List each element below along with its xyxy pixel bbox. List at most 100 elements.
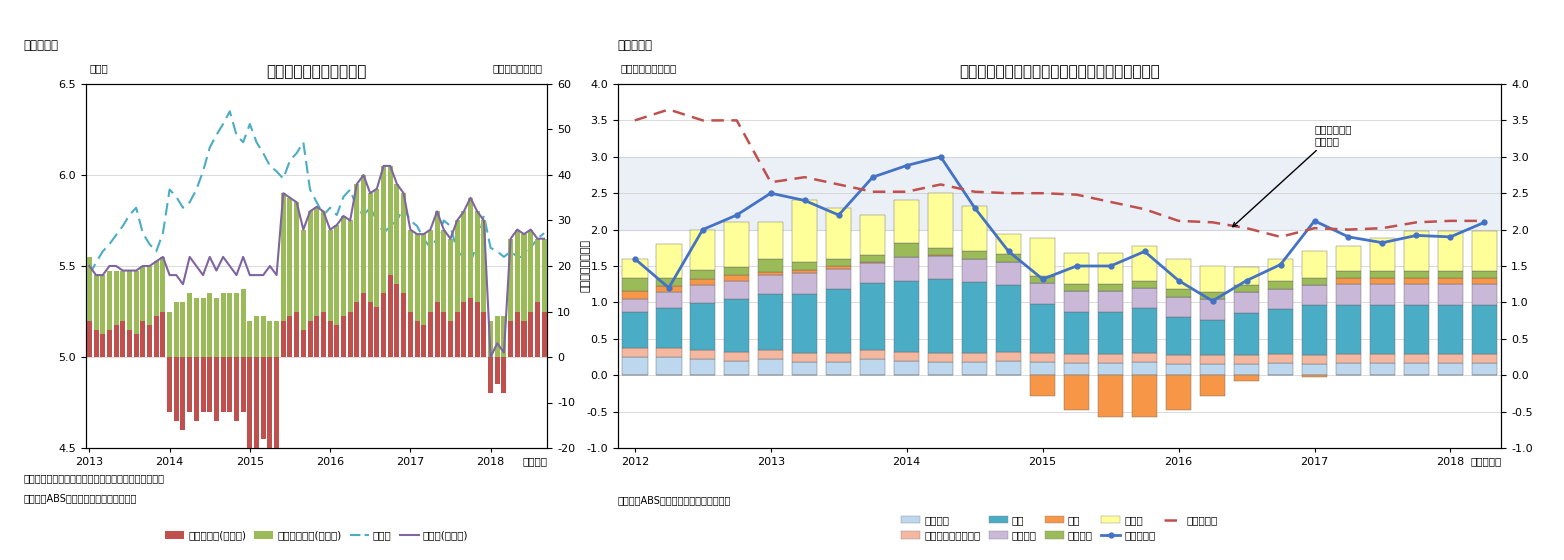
Bar: [724, 281, 749, 300]
Bar: [347, 221, 352, 311]
Bar: [421, 325, 427, 357]
Bar: [382, 293, 386, 357]
Bar: [133, 270, 139, 334]
Bar: [791, 262, 818, 270]
Bar: [791, 353, 818, 362]
Bar: [690, 285, 715, 303]
Bar: [860, 263, 885, 283]
Bar: [1336, 354, 1361, 363]
Bar: [622, 291, 647, 299]
Bar: [1200, 363, 1225, 375]
Bar: [759, 259, 784, 272]
Bar: [200, 298, 205, 357]
Bar: [421, 234, 427, 325]
Bar: [206, 293, 213, 357]
Bar: [1200, 355, 1225, 363]
Bar: [1029, 362, 1056, 375]
Bar: [690, 303, 715, 351]
Bar: [194, 357, 199, 421]
Bar: [690, 359, 715, 375]
Bar: [1301, 285, 1328, 305]
Bar: [188, 293, 192, 357]
Bar: [724, 267, 749, 276]
Bar: [206, 357, 213, 412]
Bar: [174, 357, 178, 421]
Bar: [1437, 354, 1464, 363]
Bar: [724, 352, 749, 361]
Bar: [355, 184, 360, 302]
Bar: [1132, 362, 1157, 375]
Bar: [655, 357, 682, 375]
Bar: [895, 352, 920, 361]
Bar: [690, 279, 715, 285]
Bar: [1064, 284, 1090, 291]
Bar: [127, 270, 131, 330]
Bar: [1165, 375, 1192, 410]
Bar: [515, 230, 519, 311]
Bar: [1165, 355, 1192, 363]
Bar: [927, 255, 954, 256]
Bar: [1132, 281, 1157, 288]
Bar: [996, 285, 1021, 352]
Bar: [655, 286, 682, 292]
Bar: [622, 357, 647, 375]
Bar: [508, 320, 513, 357]
Bar: [361, 175, 366, 293]
Bar: [1098, 284, 1123, 291]
Bar: [895, 200, 920, 244]
Bar: [1404, 354, 1429, 363]
Bar: [1268, 281, 1293, 288]
Bar: [1404, 363, 1429, 375]
Bar: [1098, 354, 1123, 363]
Bar: [221, 357, 225, 412]
Bar: [414, 234, 419, 320]
Bar: [1336, 363, 1361, 375]
Bar: [374, 189, 380, 307]
Bar: [308, 211, 313, 320]
Bar: [1029, 353, 1056, 362]
Bar: [221, 293, 225, 357]
Bar: [294, 311, 299, 357]
Bar: [1029, 375, 1056, 395]
Text: （四半期）: （四半期）: [1470, 456, 1501, 466]
Bar: [895, 244, 920, 256]
Bar: [241, 289, 246, 357]
Bar: [1336, 284, 1361, 305]
Bar: [1301, 355, 1328, 363]
Bar: [759, 351, 784, 359]
Bar: [1472, 354, 1497, 363]
Bar: [341, 216, 346, 316]
Bar: [791, 270, 818, 273]
Bar: [347, 311, 352, 357]
Bar: [1029, 304, 1056, 353]
Bar: [153, 316, 158, 357]
Bar: [247, 357, 252, 457]
Bar: [759, 293, 784, 351]
Bar: [860, 215, 885, 255]
Bar: [1098, 291, 1123, 312]
Bar: [1064, 312, 1090, 354]
Bar: [1064, 253, 1090, 284]
Bar: [1437, 284, 1464, 305]
Bar: [622, 259, 647, 278]
Text: （出所）ABS（オーストラリア統計局）: （出所）ABS（オーストラリア統計局）: [23, 493, 136, 503]
Bar: [1132, 353, 1157, 362]
Bar: [791, 273, 818, 293]
Bar: [100, 334, 105, 357]
Bar: [622, 312, 647, 348]
Bar: [962, 251, 987, 259]
Bar: [308, 320, 313, 357]
Bar: [1472, 305, 1497, 354]
Bar: [147, 325, 152, 357]
Bar: [535, 239, 540, 302]
Bar: [690, 270, 715, 279]
Bar: [622, 278, 647, 291]
Bar: [1064, 291, 1090, 312]
Bar: [120, 270, 125, 320]
Bar: [141, 266, 145, 320]
Bar: [382, 166, 386, 293]
Bar: [1234, 268, 1259, 285]
Bar: [962, 362, 987, 375]
Text: （出所）ABS（オーストラリア統計局）: （出所）ABS（オーストラリア統計局）: [618, 496, 730, 506]
Bar: [88, 320, 92, 357]
